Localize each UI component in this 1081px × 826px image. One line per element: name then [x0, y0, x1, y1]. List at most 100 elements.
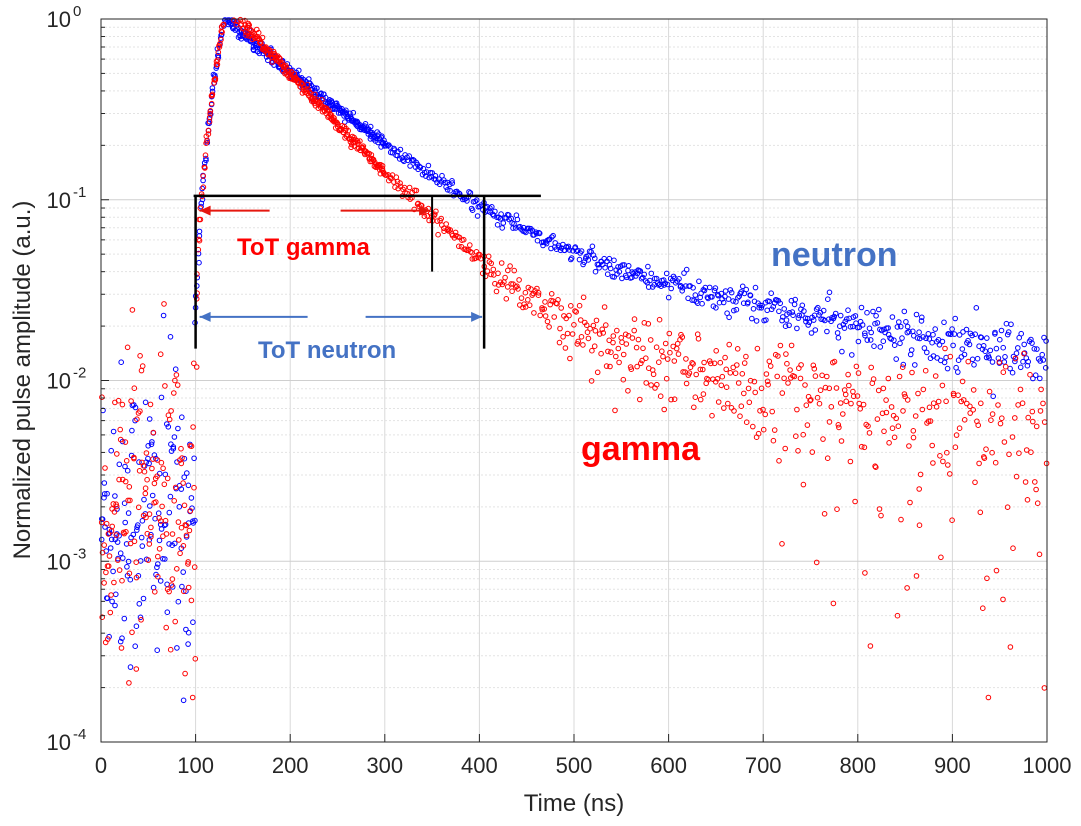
data-point [635, 336, 642, 343]
data-point [556, 244, 562, 251]
data-point [726, 314, 732, 321]
data-point [751, 378, 758, 385]
data-point [115, 557, 121, 563]
data-point [306, 89, 313, 95]
data-point [114, 451, 120, 457]
data-point [175, 519, 182, 525]
data-point [563, 315, 570, 322]
data-point [674, 340, 681, 347]
data-point [584, 329, 591, 336]
data-point [802, 382, 808, 388]
data-point [205, 131, 212, 137]
data-point [129, 307, 136, 313]
data-point [880, 338, 887, 345]
data-point [174, 645, 180, 651]
data-point [1021, 350, 1028, 356]
data-point [801, 308, 807, 314]
data-point [956, 425, 963, 432]
data-point [1019, 400, 1026, 407]
data-point [181, 474, 187, 481]
data-point [560, 334, 566, 340]
data-point [886, 440, 892, 446]
data-point [992, 459, 999, 466]
data-point [180, 480, 186, 486]
data-point [469, 256, 476, 262]
data-point [820, 436, 826, 442]
data-point [656, 359, 662, 366]
data-point [757, 408, 763, 414]
data-point [435, 231, 441, 238]
data-point [821, 511, 828, 517]
data-point [162, 556, 168, 562]
data-point [723, 384, 730, 391]
data-point [103, 520, 110, 527]
data-point [514, 283, 520, 290]
data-point [976, 460, 982, 467]
data-point [413, 187, 420, 194]
data-point [735, 294, 741, 301]
data-point [904, 397, 911, 403]
data-point [127, 497, 133, 504]
data-point [578, 334, 585, 340]
data-point [840, 411, 846, 417]
y-tick-exponent: 0 [73, 3, 81, 20]
data-point [131, 385, 138, 392]
data-point [910, 434, 917, 441]
data-point [202, 165, 208, 171]
data-point [592, 328, 599, 334]
data-point [520, 304, 526, 311]
data-point [824, 328, 830, 335]
data-point [249, 29, 256, 36]
data-point [776, 458, 782, 464]
data-point [1034, 346, 1040, 352]
data-point [822, 384, 829, 391]
data-point [504, 284, 511, 290]
data-point [127, 576, 134, 583]
data-point [808, 397, 814, 403]
data-point [432, 173, 439, 179]
data-point [146, 541, 153, 547]
data-point [208, 100, 215, 107]
data-point [333, 100, 340, 106]
data-point [542, 313, 549, 319]
data-point [498, 260, 505, 266]
data-point [870, 308, 876, 315]
data-point [845, 371, 851, 378]
data-point [895, 423, 902, 430]
data-point [762, 411, 769, 418]
data-point [118, 645, 125, 651]
data-point [139, 363, 146, 369]
data-point [764, 378, 771, 385]
data-point [444, 187, 451, 193]
data-point [123, 458, 130, 464]
data-point [784, 360, 790, 367]
data-point [868, 329, 875, 336]
data-point [953, 432, 960, 438]
data-point [146, 416, 153, 422]
data-point [1025, 414, 1031, 421]
data-point [1000, 596, 1006, 603]
data-point [1037, 375, 1043, 382]
data-point [889, 314, 896, 320]
data-point [862, 570, 868, 576]
data-point [625, 388, 631, 394]
data-point [164, 475, 171, 482]
data-point [185, 561, 191, 567]
data-point [891, 434, 898, 441]
data-point [978, 400, 984, 407]
data-point [788, 297, 795, 304]
data-point [955, 392, 961, 399]
data-point [180, 697, 187, 704]
tot-gamma-right-arrow-head [419, 205, 431, 216]
data-point [766, 298, 773, 305]
data-point [662, 340, 669, 347]
data-point [531, 310, 537, 316]
data-point [117, 638, 124, 645]
data-point [973, 305, 980, 311]
data-point [836, 424, 842, 431]
data-point [734, 346, 741, 352]
data-point [697, 396, 704, 403]
data-point [128, 398, 134, 404]
x-axis-label: Time (ns) [524, 790, 624, 817]
